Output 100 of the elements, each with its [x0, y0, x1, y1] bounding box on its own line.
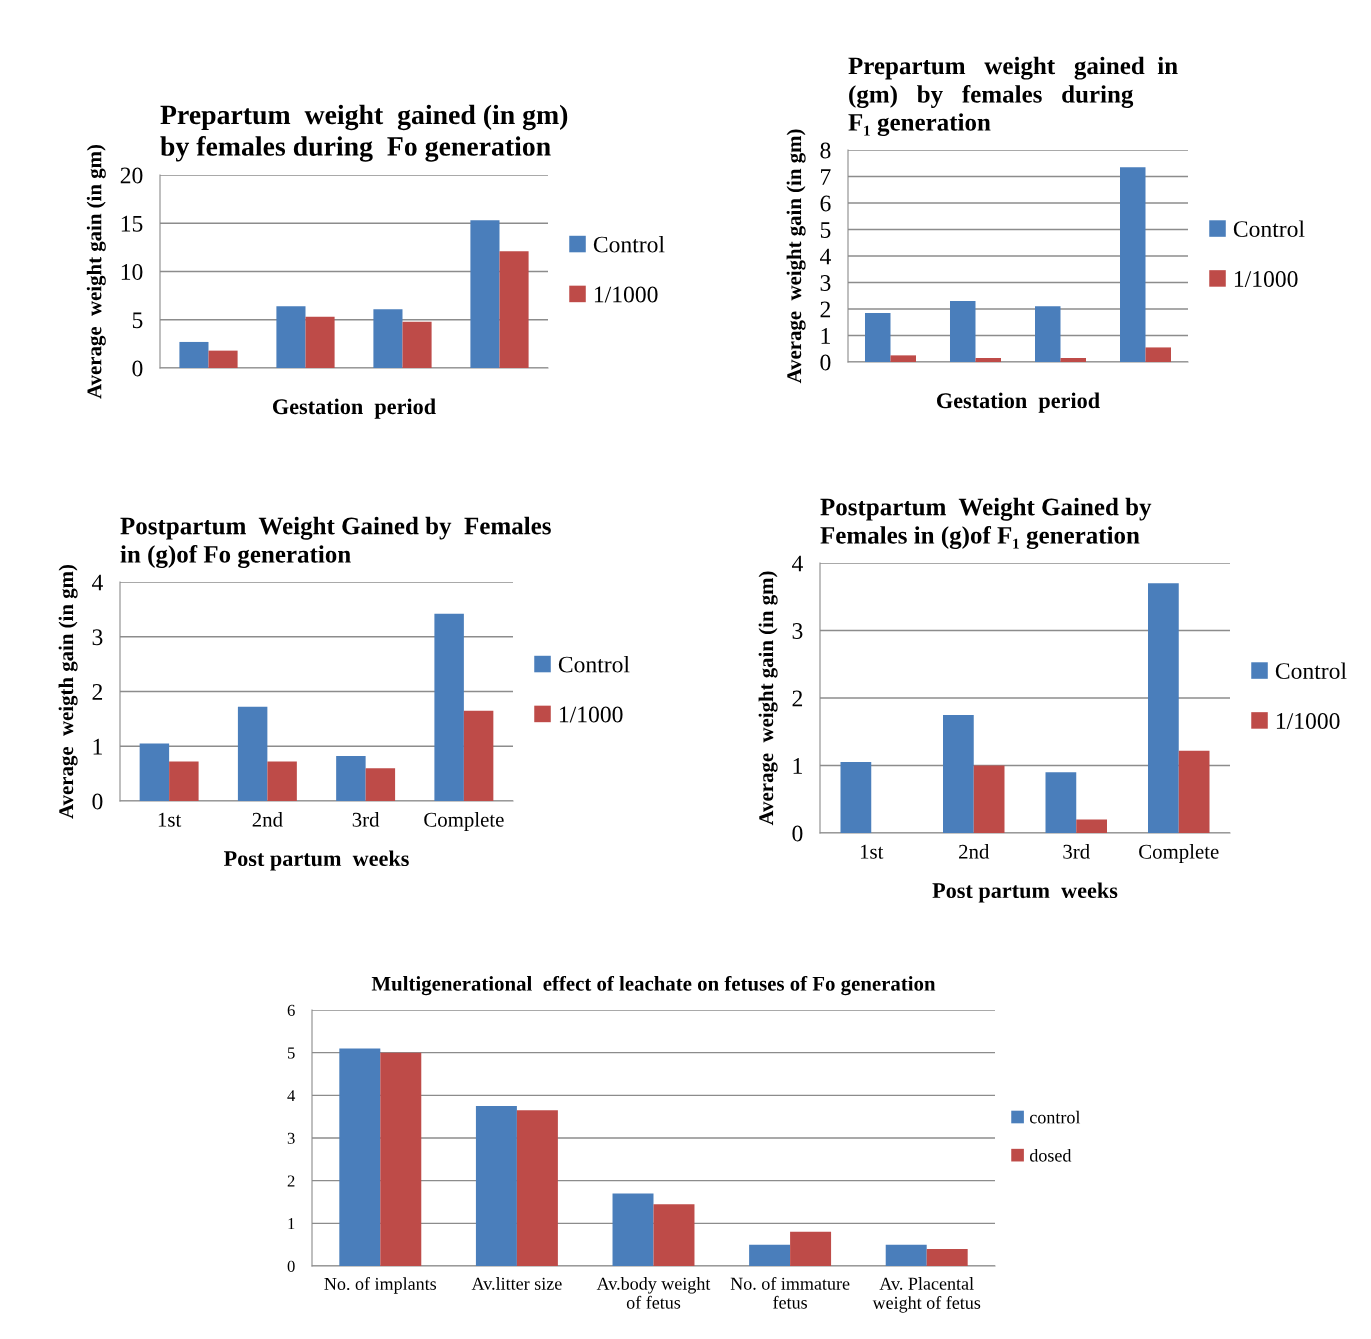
- y-tick-label: 15: [121, 215, 143, 232]
- y-tick-label: 1: [288, 1218, 295, 1230]
- bar: [267, 761, 297, 801]
- y-tick-label: 4: [91, 574, 103, 591]
- y-tick-label: 10: [121, 263, 143, 280]
- bar: [208, 350, 238, 368]
- x-tick-label: No. of implants: [324, 1277, 437, 1294]
- legend-label: Control: [593, 235, 665, 253]
- bar: [926, 1248, 968, 1266]
- bar: [179, 341, 209, 368]
- bar: [1178, 750, 1210, 833]
- bar: [885, 1244, 927, 1266]
- y-tick-label: 1: [821, 328, 830, 344]
- y-tick-label: 3: [92, 629, 103, 646]
- bar: [890, 355, 916, 362]
- y-tick-label: 4: [287, 1090, 296, 1102]
- legend-label: Control: [1275, 662, 1347, 680]
- bar: [749, 1244, 791, 1266]
- y-axis-title: Average weight gain (in gm): [86, 145, 106, 399]
- bar: [840, 762, 872, 833]
- y-axis-title: Average weight gain (in gm): [786, 129, 806, 384]
- y-tick-label: 6: [820, 195, 831, 212]
- bar: [790, 1231, 832, 1266]
- y-tick-label: 4: [819, 248, 831, 265]
- bar: [1060, 358, 1086, 362]
- legend-label: Control: [558, 655, 630, 673]
- bar: [139, 743, 170, 801]
- bar: [339, 1048, 381, 1266]
- x-tick-label: Complete: [424, 812, 504, 831]
- y-tick-label: 5: [132, 312, 143, 329]
- bar: [1148, 583, 1179, 833]
- bar: [499, 251, 529, 368]
- y-tick-label: 1: [93, 738, 102, 755]
- y-tick-label: 6: [287, 1004, 295, 1016]
- y-tick-label: 20: [120, 167, 143, 184]
- bar: [434, 613, 464, 801]
- bar: [865, 312, 891, 362]
- y-tick-label: 3: [792, 623, 803, 639]
- bar: [950, 301, 976, 362]
- bar: [1045, 772, 1077, 833]
- bar: [373, 309, 403, 368]
- bar: [336, 756, 366, 801]
- bar: [973, 765, 1005, 833]
- y-tick-label: 7: [821, 169, 831, 185]
- bar: [169, 761, 199, 801]
- y-tick-label: 2: [820, 301, 831, 318]
- y-tick-label: 0: [820, 354, 831, 371]
- chart-title: Postpartum Weight Gained by Females in (g)of Fo generation: [120, 516, 551, 569]
- y-tick-label: 2: [792, 690, 803, 707]
- legend-label: Control: [1233, 220, 1305, 238]
- x-tick-label: Av. Placental weight of fetus: [872, 1277, 981, 1313]
- x-axis-title: Gestation period: [936, 392, 1100, 413]
- x-tick-label: 2nd: [959, 844, 990, 859]
- y-tick-label: 2: [92, 684, 103, 700]
- x-tick-label: 1st: [860, 844, 884, 859]
- x-tick-label: Av.litter size: [471, 1277, 562, 1290]
- bar: [1145, 347, 1171, 362]
- x-axis-title: Gestation period: [272, 398, 436, 419]
- y-tick-label: 0: [92, 793, 103, 810]
- bar: [380, 1052, 422, 1266]
- y-tick-label: 0: [287, 1260, 295, 1272]
- y-tick-label: 0: [792, 825, 803, 842]
- x-tick-label: 1st: [158, 812, 182, 827]
- bar: [463, 710, 494, 801]
- bar: [1035, 306, 1061, 362]
- legend-label: dosed: [1029, 1148, 1072, 1162]
- bar: [943, 714, 974, 833]
- chart-title: Postpartum Weight Gained by Females in (g)of F₁ generation: [820, 497, 1152, 550]
- bar: [365, 768, 396, 801]
- bar: [470, 220, 500, 368]
- bar: [975, 358, 1001, 362]
- bar: [653, 1204, 695, 1266]
- bar: [612, 1193, 654, 1266]
- bar: [516, 1110, 558, 1266]
- bar: [276, 306, 306, 368]
- bar: [305, 316, 335, 368]
- bar: [1120, 167, 1146, 362]
- x-tick-label: No. of immature fetus: [730, 1276, 850, 1309]
- x-tick-label: Av.body weight of fetus: [596, 1277, 711, 1309]
- legend-label: 1/1000: [594, 286, 658, 303]
- chart-title: Multigenerational effect of leachate on fetuses of Fo generation: [371, 975, 936, 996]
- x-axis-title: Post partum weeks: [223, 850, 409, 871]
- y-tick-label: 3: [820, 275, 831, 291]
- bar: [402, 321, 432, 368]
- legend-label: control: [1029, 1110, 1081, 1124]
- legend-label: 1/1000: [559, 706, 623, 723]
- y-tick-label: 2: [287, 1175, 295, 1187]
- x-tick-label: 3rd: [352, 812, 380, 827]
- y-tick-label: 8: [820, 142, 831, 159]
- x-axis-title: Post partum weeks: [932, 882, 1118, 903]
- x-tick-label: 3rd: [1063, 844, 1090, 859]
- y-axis-title: Average weigth gain (in gm): [58, 565, 78, 819]
- y-tick-label: 0: [132, 360, 143, 377]
- y-tick-label: 3: [287, 1132, 295, 1144]
- bar: [1076, 819, 1107, 833]
- y-tick-label: 5: [287, 1047, 295, 1059]
- bar: [475, 1106, 517, 1266]
- chart-title: Prepartum weight gained in (gm) by females during F₁ generation: [848, 56, 1178, 137]
- x-tick-label: 2nd: [252, 812, 283, 827]
- bar: [237, 706, 268, 801]
